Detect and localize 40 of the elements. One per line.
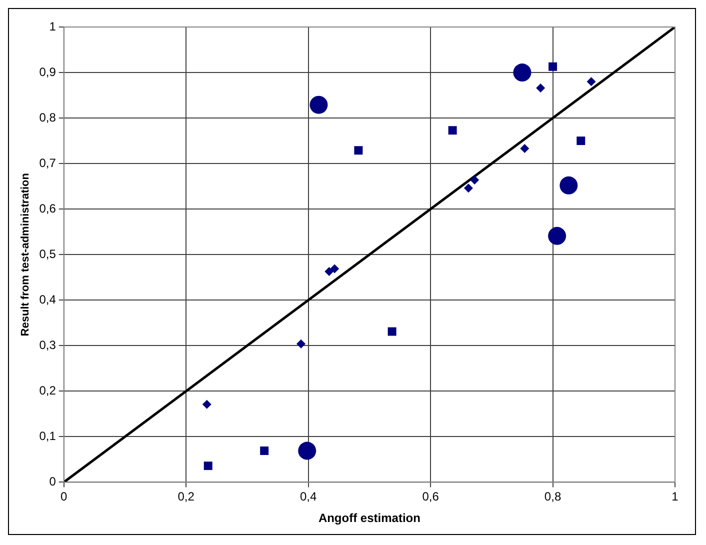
y-tick-label: 0,4: [39, 292, 56, 306]
x-tick-label: 0,4: [300, 490, 317, 504]
point: [548, 62, 558, 71]
point: [324, 266, 334, 276]
point: [354, 146, 363, 155]
y-tick-label: 0,6: [39, 201, 56, 216]
point: [202, 400, 212, 409]
point: [520, 144, 530, 154]
y-tick-label: 0,1: [39, 428, 56, 443]
point: [330, 264, 340, 274]
point: [513, 64, 532, 82]
y-tick-label: 0,5: [39, 246, 56, 261]
point: [576, 136, 586, 146]
y-tick-label: 0,7: [39, 156, 56, 170]
point: [298, 442, 316, 460]
y-axis-title: Result from test-administration: [20, 172, 32, 336]
point: [204, 462, 212, 470]
point: [310, 96, 328, 114]
point: [388, 327, 396, 336]
point: [464, 184, 473, 193]
point: [296, 339, 306, 348]
point: [586, 77, 596, 86]
x-tick-label: 1: [672, 490, 679, 504]
y-tick-label: 0,3: [39, 338, 56, 352]
y-tick-label: 0: [49, 474, 56, 489]
x-axis-title: Angoff estimation: [318, 511, 420, 526]
x-tick-label: 0,6: [422, 490, 440, 504]
point: [536, 83, 546, 92]
point: [548, 226, 566, 245]
y-tick-label: 1: [49, 19, 56, 34]
point: [470, 175, 480, 184]
x-tick-label: 0,2: [178, 490, 195, 504]
y-tick-label: 0,9: [39, 64, 56, 79]
y-tick-label: 0,2: [39, 383, 56, 398]
x-tick-label: 0,8: [544, 490, 562, 504]
x-tick-label: 0: [60, 490, 68, 504]
point: [560, 176, 578, 194]
point: [260, 446, 269, 456]
y-tick-label: 0,8: [39, 110, 56, 124]
point: [448, 126, 457, 135]
